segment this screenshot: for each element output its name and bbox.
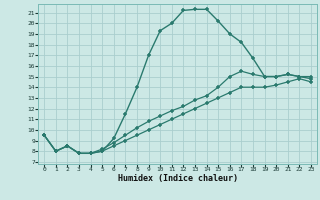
X-axis label: Humidex (Indice chaleur): Humidex (Indice chaleur) — [118, 174, 238, 183]
